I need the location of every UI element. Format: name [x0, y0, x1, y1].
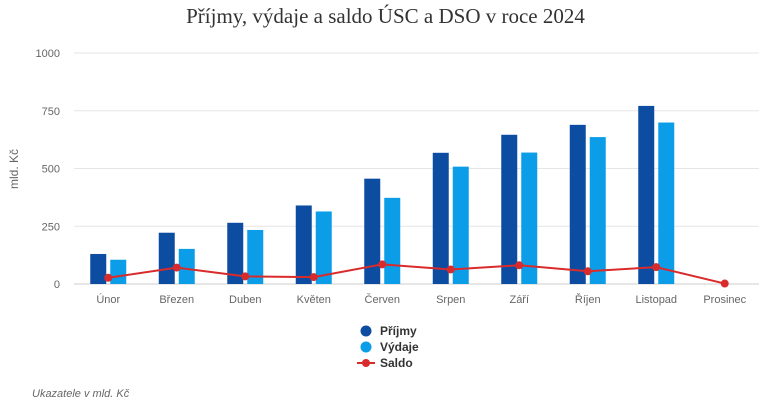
bar-příjmy: [295, 205, 312, 284]
point-saldo: [652, 263, 661, 272]
legend-swatch: [360, 325, 372, 337]
bar-příjmy: [227, 222, 244, 284]
bar-výdaje: [315, 211, 332, 284]
bar-příjmy: [432, 152, 449, 284]
saldo-line: [104, 260, 729, 288]
x-tick-label: Červen: [365, 293, 400, 306]
y-tick-label: 500: [42, 164, 60, 176]
point-saldo: [378, 260, 387, 269]
x-tick-label: Srpen: [436, 294, 465, 306]
x-tick-label: Duben: [229, 294, 261, 306]
footnote: Ukazatele v mld. Kč: [32, 388, 130, 400]
grid-lines: [74, 52, 759, 285]
legend-label: Výdaje: [380, 340, 419, 354]
bar-výdaje: [658, 122, 675, 284]
bar-výdaje: [452, 166, 469, 284]
point-saldo: [583, 267, 592, 276]
y-tick-label: 250: [42, 221, 60, 233]
bar-příjmy: [501, 134, 518, 284]
bar-výdaje: [589, 137, 606, 284]
point-saldo: [241, 272, 250, 281]
legend: Příjmy Výdaje Saldo: [357, 324, 419, 370]
bar-příjmy: [569, 124, 586, 284]
x-tick-label: Prosinec: [703, 294, 746, 306]
point-saldo: [720, 279, 729, 288]
point-saldo: [104, 273, 113, 282]
y-axis-label: mld. Kč: [7, 149, 21, 189]
x-axis-ticks: Únor Březen Duben Květen Červen Srpen Září Říje…: [96, 293, 746, 306]
bars: [90, 105, 675, 284]
y-axis-ticks: 0 250 500 750 1000: [36, 48, 60, 291]
point-saldo: [515, 261, 524, 270]
legend-item-saldo[interactable]: Saldo: [357, 356, 413, 370]
x-tick-label: Listopad: [635, 294, 677, 306]
legend-item-příjmy[interactable]: Příjmy: [360, 324, 418, 338]
x-tick-label: Březen: [159, 294, 194, 306]
x-tick-label: Říjen: [575, 293, 601, 306]
chart-title: Příjmy, výdaje a saldo ÚSC a DSO v roce …: [186, 4, 585, 28]
legend-label: Příjmy: [380, 324, 417, 338]
y-tick-label: 750: [42, 106, 60, 118]
bar-výdaje: [247, 229, 264, 284]
x-tick-label: Květen: [297, 294, 331, 306]
bar-příjmy: [158, 232, 175, 284]
bar-výdaje: [178, 248, 195, 284]
bar-příjmy: [638, 105, 655, 284]
point-saldo: [309, 273, 318, 282]
point-saldo: [446, 265, 455, 274]
x-tick-label: Září: [509, 294, 529, 306]
legend-item-výdaje[interactable]: Výdaje: [360, 340, 420, 354]
bar-příjmy: [364, 178, 381, 284]
bar-výdaje: [110, 259, 127, 284]
point-saldo: [172, 263, 181, 272]
x-tick-label: Únor: [96, 293, 120, 306]
bar-výdaje: [384, 197, 401, 284]
line-saldo: [108, 263, 725, 285]
y-tick-label: 0: [54, 279, 60, 291]
legend-swatch-dot: [362, 359, 370, 367]
bar-výdaje: [521, 152, 538, 284]
bar-příjmy: [90, 253, 107, 284]
legend-label: Saldo: [380, 356, 413, 370]
legend-swatch: [360, 341, 372, 353]
y-tick-label: 1000: [36, 48, 60, 60]
